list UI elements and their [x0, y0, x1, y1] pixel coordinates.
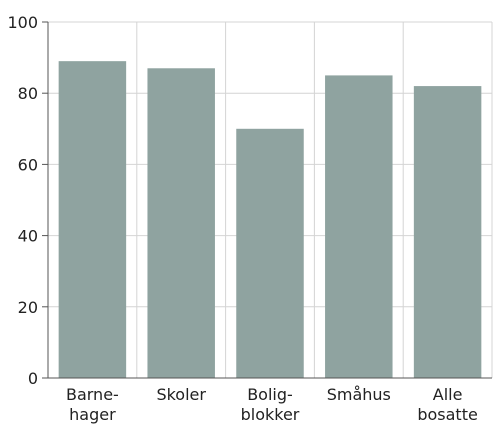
y-tick-label: 100 — [7, 13, 38, 32]
x-category-label-line: blokker — [241, 405, 300, 424]
x-category-label-line: Småhus — [327, 385, 391, 404]
y-tick-label: 40 — [18, 227, 38, 246]
bar — [413, 86, 482, 378]
x-category-label: Småhus — [327, 385, 391, 404]
bar — [236, 128, 304, 378]
y-tick-label: 60 — [18, 155, 38, 174]
bar — [58, 61, 127, 378]
x-category-label-line: Barne- — [66, 385, 119, 404]
tick-labels: 0 20 40 60 80 100 Barne-hager Skoler Bolig-blokk… — [7, 13, 477, 424]
y-tick-label: 0 — [28, 369, 38, 388]
y-tick-label: 20 — [18, 298, 38, 317]
bar — [147, 68, 215, 378]
x-category-label-line: Skoler — [156, 385, 206, 404]
x-category-label-line: Bolig- — [247, 385, 293, 404]
x-category-label: Barne-hager — [66, 385, 119, 424]
x-category-label: Alle bosatte — [417, 385, 477, 424]
y-tick-label: 80 — [18, 84, 38, 103]
bar — [325, 75, 393, 379]
bars — [58, 61, 482, 379]
x-category-label-line: Alle — [433, 385, 463, 404]
x-category-label-line: bosatte — [417, 405, 477, 424]
x-category-label-line: hager — [69, 405, 116, 424]
x-category-label: Skoler — [156, 385, 206, 404]
x-category-label: Bolig-blokker — [241, 385, 300, 424]
axes — [42, 21, 492, 379]
